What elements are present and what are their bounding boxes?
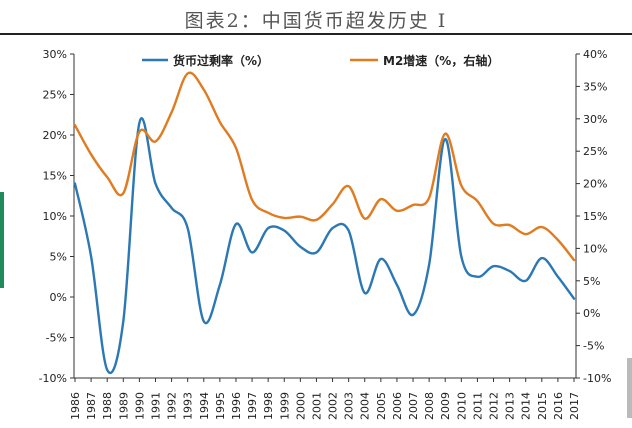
- right-tick-label: 25%: [583, 145, 607, 158]
- x-tick-label: 2006: [391, 392, 404, 420]
- right-tick-label: 0%: [583, 307, 600, 320]
- x-tick-label: 2016: [552, 392, 565, 420]
- left-tick-label: -5%: [46, 332, 67, 345]
- left-axis-ticks: -10% -5% 0% 5% 10% 15% 20% 25% 30%: [39, 48, 74, 385]
- right-tick-label: -10%: [583, 372, 611, 385]
- x-tick-label: 1989: [117, 392, 130, 420]
- x-tick-label: 1988: [101, 392, 114, 420]
- x-tick-label: 1993: [182, 392, 195, 420]
- x-tick-label: 2004: [359, 392, 372, 420]
- x-tick-label: 2008: [423, 392, 436, 420]
- right-axis-ticks: -10% -5% 0% 5% 10% 15% 20% 25% 30% 35% 40%: [576, 48, 611, 385]
- left-edge-accent: [0, 192, 4, 288]
- x-tick-label: 1998: [262, 392, 275, 420]
- left-tick-label: 20%: [43, 129, 67, 142]
- right-tick-label: 20%: [583, 178, 607, 191]
- right-tick-label: 30%: [583, 113, 607, 126]
- x-tick-label: 2017: [568, 392, 581, 420]
- left-tick-label: -10%: [39, 372, 67, 385]
- x-tick-label: 1996: [230, 392, 243, 420]
- x-tick-label: 2011: [471, 392, 484, 420]
- x-tick-label: 2012: [488, 392, 501, 420]
- chart-axes: [73, 54, 577, 379]
- x-tick-label: 2013: [504, 392, 517, 420]
- x-tick-label: 1987: [85, 392, 98, 420]
- left-tick-label: 0%: [50, 291, 67, 304]
- legend: 货币过剩率（%） M2增速（%，右轴）: [142, 53, 499, 68]
- x-tick-label: 1991: [149, 392, 162, 420]
- x-tick-label: 1999: [278, 392, 291, 420]
- line-chart: -10% -5% 0% 5% 10% 15% 20% 25% 30% -10% -5% 0% 5% 10…: [39, 48, 612, 420]
- x-tick-label: 2010: [455, 392, 468, 420]
- x-tick-label: 1992: [166, 392, 179, 420]
- x-tick-label: 2002: [327, 392, 340, 420]
- x-tick-label: 2005: [375, 392, 388, 420]
- caption-divider: [0, 33, 632, 35]
- x-tick-label: 1997: [246, 392, 259, 420]
- x-tick-label: 2007: [407, 392, 420, 420]
- legend-label-excess: 货币过剩率（%）: [173, 53, 269, 68]
- right-edge-accent: [627, 358, 632, 418]
- left-tick-label: 30%: [43, 48, 67, 61]
- x-tick-label: 2009: [439, 392, 452, 420]
- right-tick-label: -5%: [583, 340, 604, 353]
- series-lines: [73, 71, 576, 375]
- x-tick-label: 2001: [310, 392, 323, 420]
- x-tick-label: 2014: [520, 392, 533, 420]
- left-tick-label: 10%: [43, 210, 67, 223]
- x-axis-ticks: 1986 1987 1988 1989 1990 1991 1992 1993 1994 1995…: [69, 378, 581, 420]
- right-tick-label: 40%: [583, 48, 607, 61]
- right-tick-label: 5%: [583, 275, 600, 288]
- series-line-excess-money: [73, 117, 576, 375]
- x-tick-label: 1986: [69, 392, 82, 420]
- x-tick-label: 1994: [198, 392, 211, 420]
- chart-caption: 图表2：中国货币超发历史 I: [184, 10, 448, 32]
- right-tick-label: 15%: [583, 210, 607, 223]
- right-tick-label: 35%: [583, 80, 607, 93]
- x-tick-label: 2000: [294, 392, 307, 420]
- left-tick-label: 25%: [43, 89, 67, 102]
- legend-label-m2: M2增速（%，右轴）: [383, 53, 499, 68]
- right-tick-label: 10%: [583, 242, 607, 255]
- left-tick-label: 5%: [50, 251, 67, 264]
- series-line-m2-growth: [73, 71, 576, 262]
- x-tick-label: 1995: [214, 392, 227, 420]
- x-tick-label: 1990: [133, 392, 146, 420]
- x-tick-label: 2003: [343, 392, 356, 420]
- left-tick-label: 15%: [43, 170, 67, 183]
- x-tick-label: 2015: [536, 392, 549, 420]
